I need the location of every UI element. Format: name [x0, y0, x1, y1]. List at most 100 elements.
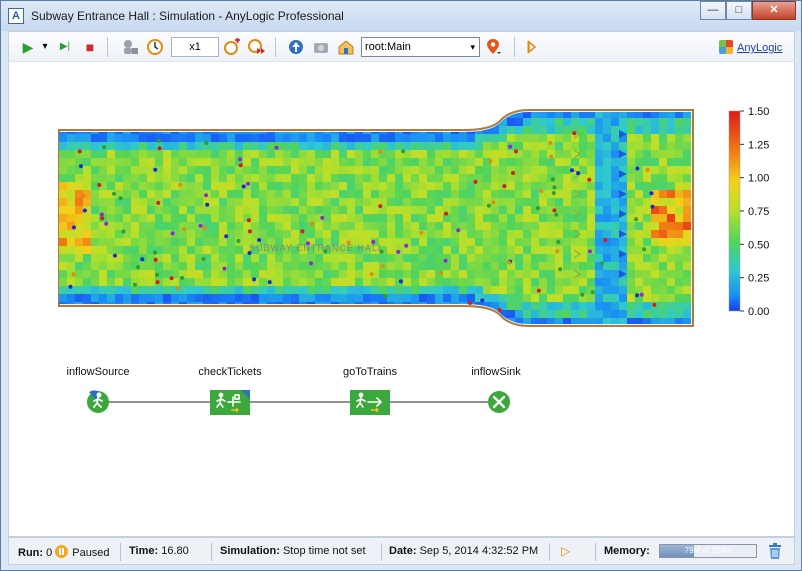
speed-up-icon[interactable]	[223, 38, 241, 56]
anylogic-link[interactable]: AnyLogic	[737, 42, 783, 54]
virtual-time-mode-icon[interactable]	[146, 38, 164, 56]
density-cell	[635, 158, 643, 166]
density-cell	[163, 278, 171, 286]
density-cell	[395, 214, 403, 222]
fast-forward-icon[interactable]	[248, 38, 266, 56]
density-cell	[515, 198, 523, 206]
density-cell	[435, 150, 443, 158]
density-cell	[555, 174, 563, 182]
pedestrian-dot	[419, 230, 424, 235]
density-cell	[635, 166, 643, 174]
pedestrian-dot	[153, 257, 158, 262]
subway-hall-heatmap[interactable]: SUBWAY ENTRANCE HALL 1.501.251.000.750.5…	[9, 62, 796, 538]
pedestrian-dot	[548, 141, 553, 145]
density-cell	[619, 254, 627, 262]
density-cell	[587, 150, 595, 158]
agent-inspect-icon[interactable]	[121, 38, 139, 56]
density-cell	[459, 182, 467, 190]
navigate-up-icon[interactable]	[287, 38, 305, 56]
paused-icon	[55, 545, 69, 558]
density-cell	[203, 150, 211, 158]
density-cell	[123, 182, 131, 190]
density-cell	[331, 270, 339, 278]
stop-button[interactable]: ■	[85, 39, 95, 55]
density-cell	[83, 190, 91, 198]
density-cell	[59, 262, 67, 270]
density-cell	[611, 294, 619, 302]
density-cell	[147, 238, 155, 246]
density-cell	[307, 150, 315, 158]
density-cell	[275, 198, 283, 206]
density-cell	[283, 286, 291, 294]
density-cell	[243, 246, 251, 254]
density-cell	[547, 118, 555, 126]
queue-arrow-icon	[573, 229, 582, 239]
density-cell	[419, 134, 427, 142]
density-cell	[603, 302, 611, 310]
density-cell	[315, 262, 323, 270]
pedestrian-dot	[102, 145, 107, 150]
density-cell	[75, 286, 83, 294]
density-cell	[315, 190, 323, 198]
density-cell	[499, 310, 507, 318]
density-cell	[139, 246, 147, 254]
density-cell	[491, 142, 499, 150]
density-cell	[363, 254, 371, 262]
memory-usage-text: 79M of 228M	[684, 546, 732, 555]
density-cell	[371, 158, 379, 166]
pedestrian-dot	[488, 159, 493, 164]
density-cell	[219, 270, 227, 278]
pedestrian-dot	[600, 261, 605, 266]
density-cell	[203, 286, 211, 294]
density-cell	[491, 278, 499, 286]
title-bar[interactable]: A Subway Entrance Hall : Simulation - An…	[1, 1, 801, 31]
maximize-button[interactable]: □	[726, 1, 752, 20]
density-cell	[587, 230, 595, 238]
density-cell	[675, 206, 683, 214]
simulation-value: Stop time not set	[282, 545, 366, 557]
density-cell	[315, 158, 323, 166]
density-cell	[523, 206, 531, 214]
density-cell	[339, 262, 347, 270]
model-canvas[interactable]: SUBWAY ENTRANCE HALL 1.50 1.25 1.00 0.75 0.5…	[8, 61, 795, 537]
camera-icon[interactable]	[312, 38, 330, 56]
density-cell	[515, 174, 523, 182]
density-cell	[67, 238, 75, 246]
garbage-collect-trash-icon[interactable]	[768, 543, 782, 562]
density-cell	[539, 286, 547, 294]
run-button[interactable]: ▶	[22, 39, 34, 55]
close-button[interactable]: ✕	[752, 1, 796, 20]
density-cell	[507, 190, 515, 198]
density-cell	[163, 150, 171, 158]
density-cell	[91, 142, 99, 150]
model-root-select[interactable]: root:Main ▾	[361, 37, 480, 57]
density-cell	[531, 318, 539, 324]
density-cell	[579, 182, 587, 190]
density-cell	[467, 150, 475, 158]
density-cell	[315, 174, 323, 182]
developer-panel-toggle-icon[interactable]: ▷	[561, 544, 571, 558]
anylogic-app-icon[interactable]: A	[8, 8, 24, 24]
density-cell	[235, 174, 243, 182]
step-button[interactable]: ▶|	[59, 41, 71, 52]
location-pin-icon[interactable]	[485, 38, 503, 56]
pedestrian-dot	[246, 218, 251, 223]
density-cell	[491, 190, 499, 198]
density-cell	[627, 214, 635, 222]
density-cell	[627, 166, 635, 174]
density-cell	[163, 198, 171, 206]
density-cell	[299, 214, 307, 222]
anylogic-brand[interactable]: AnyLogic	[719, 40, 782, 54]
density-cell	[467, 198, 475, 206]
home-view-icon[interactable]	[337, 38, 355, 56]
density-cell	[83, 214, 91, 222]
minimize-button[interactable]: —	[700, 1, 726, 20]
developer-panel-icon[interactable]	[523, 38, 541, 56]
density-cell	[283, 294, 291, 302]
density-cell	[587, 318, 595, 324]
density-cell	[515, 118, 523, 126]
density-cell	[619, 142, 627, 150]
run-options-dropdown[interactable]: ▾	[42, 41, 48, 52]
density-cell	[395, 142, 403, 150]
density-cell	[619, 112, 627, 118]
